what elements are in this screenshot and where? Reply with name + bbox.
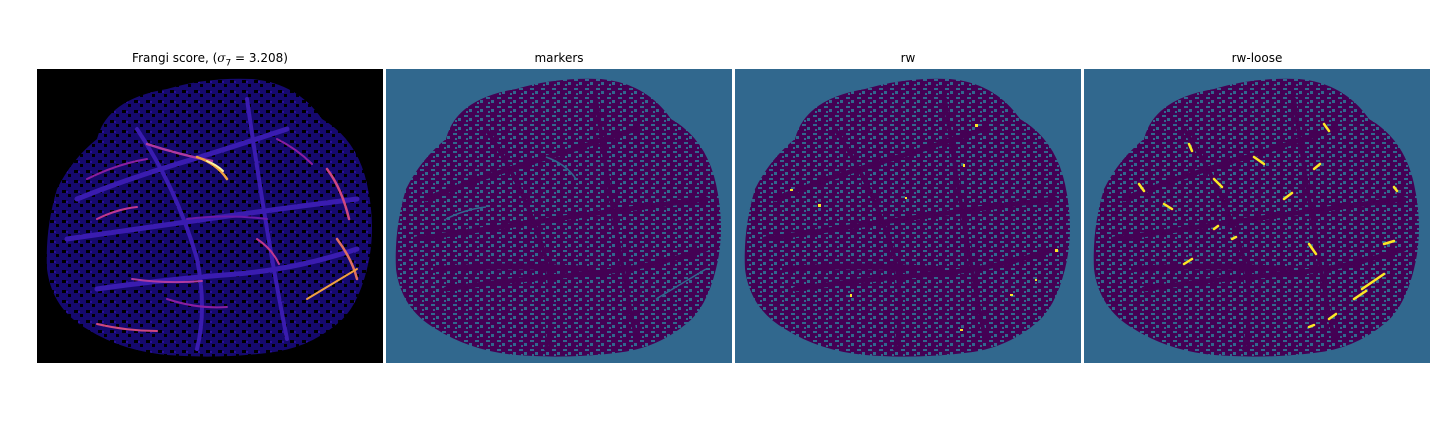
frangi-panel-title: Frangi score, (σ7 = 3.208) [132, 51, 288, 69]
markers-image [386, 69, 732, 363]
frangi-panel: Frangi score, (σ7 = 3.208) [37, 0, 383, 370]
frangi-score-image [37, 69, 383, 363]
rw-panel-title: rw [900, 51, 916, 65]
markers-panel-title: markers [534, 51, 584, 65]
rw-loose-panel: rw-loose [1084, 0, 1430, 370]
markers-panel: markers [386, 0, 732, 370]
rw-panel: rw [735, 0, 1081, 370]
rw-loose-panel-title: rw-loose [1231, 51, 1283, 65]
rw-loose-image [1084, 69, 1430, 363]
rw-image [735, 69, 1081, 363]
